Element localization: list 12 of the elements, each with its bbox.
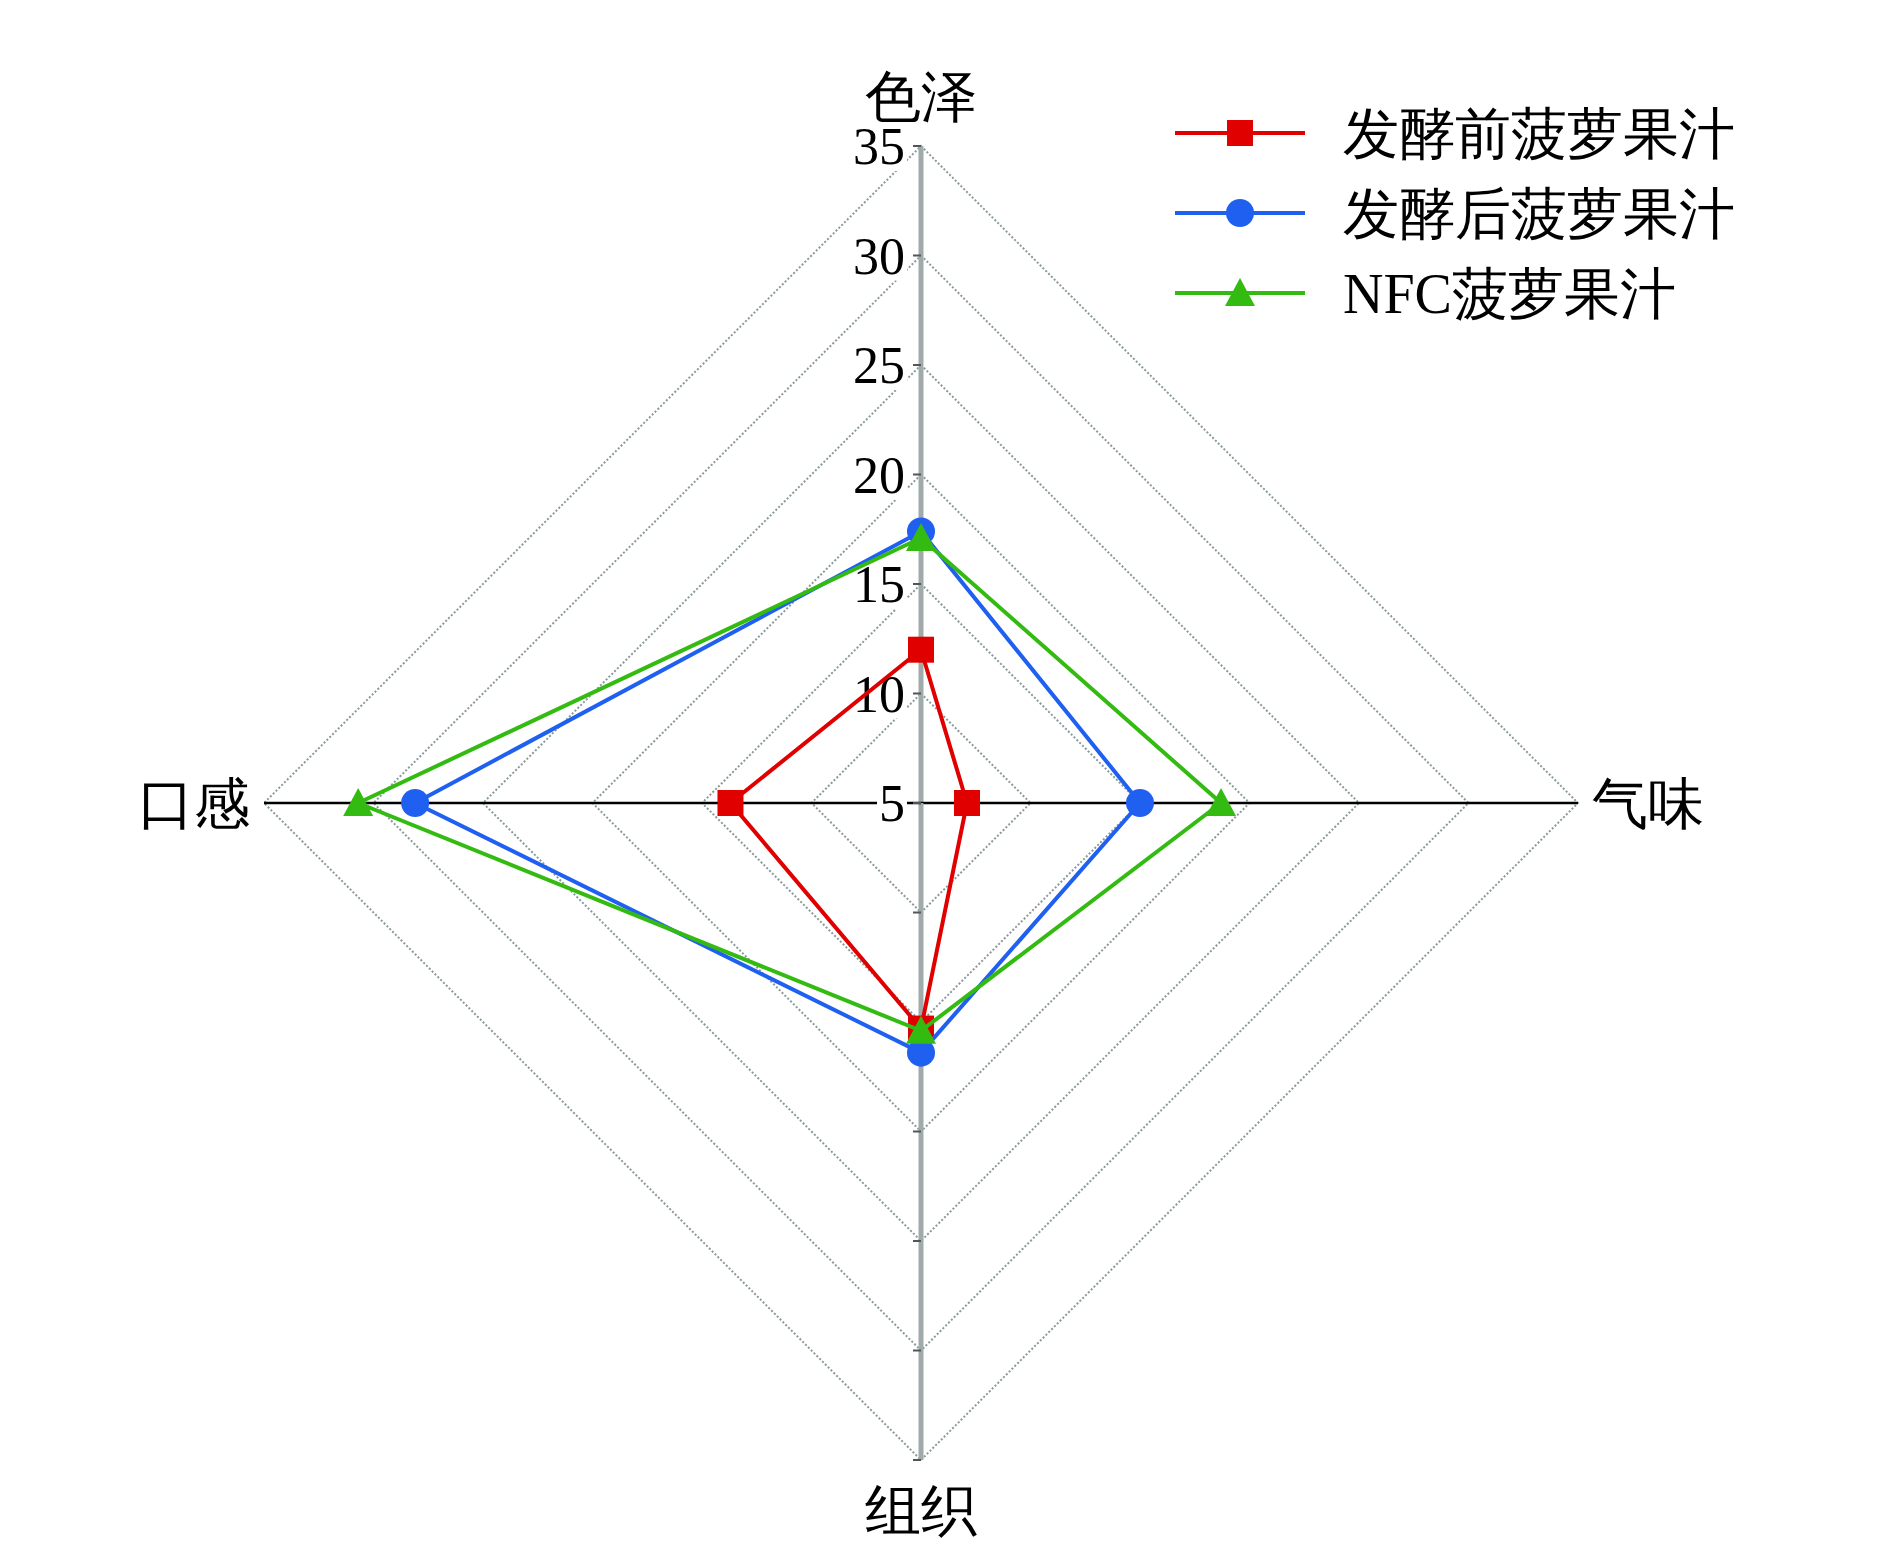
legend-label: NFC菠萝果汁 — [1343, 263, 1676, 325]
y-tick-label: 30 — [853, 227, 905, 285]
y-tick-label: 15 — [853, 556, 905, 613]
y-tick-label: 5 — [879, 775, 905, 832]
spoke-label: 气味 — [1592, 773, 1704, 835]
spoke-label: 组织 — [865, 1480, 977, 1542]
y-tick-label: 10 — [853, 665, 905, 723]
legend-label: 发酵后菠萝果汁 — [1343, 183, 1735, 245]
spoke-label: 口感 — [138, 773, 250, 835]
y-tick-label: 25 — [853, 337, 905, 394]
legend-label: 发酵前菠萝果汁 — [1343, 103, 1735, 165]
y-tick-label: 20 — [853, 446, 905, 504]
